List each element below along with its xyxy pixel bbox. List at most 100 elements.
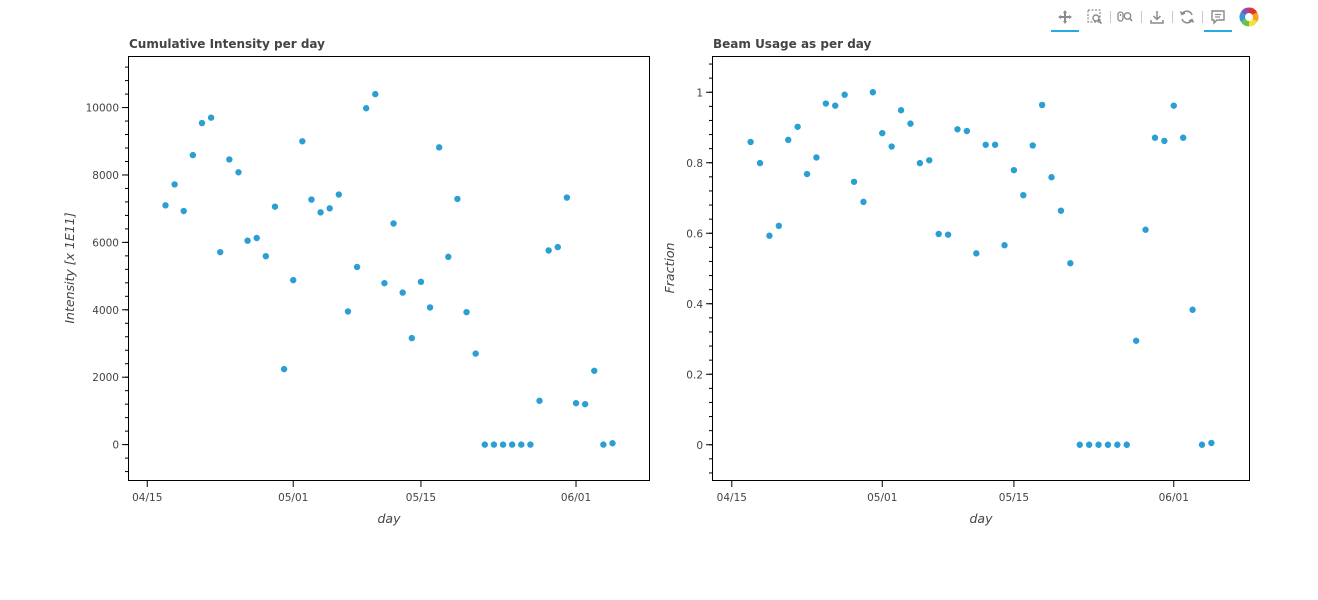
save-icon	[1150, 11, 1164, 24]
data-point	[1020, 191, 1027, 199]
box-zoom-tool[interactable]	[1082, 4, 1108, 30]
data-point	[308, 196, 315, 203]
data-point	[545, 247, 552, 254]
data-point	[803, 170, 811, 178]
data-point	[1114, 441, 1121, 448]
save-tool[interactable]	[1144, 4, 1170, 30]
data-point	[472, 350, 479, 357]
data-point	[1001, 242, 1008, 249]
data-point	[499, 441, 507, 448]
y-tick-label: 2000	[92, 372, 119, 384]
data-point	[408, 334, 416, 342]
data-point	[860, 198, 867, 206]
data-point	[1123, 441, 1130, 448]
data-point	[888, 143, 895, 150]
data-point	[299, 138, 306, 145]
data-point	[508, 441, 516, 448]
data-point	[963, 127, 971, 135]
data-point	[572, 399, 580, 407]
data-point	[180, 207, 187, 215]
y-tick-label: 10000	[86, 103, 119, 115]
data-point	[198, 119, 206, 127]
x-axis-label: day	[378, 511, 402, 526]
data-point	[756, 159, 764, 167]
data-point	[1095, 441, 1102, 448]
data-point	[226, 156, 233, 163]
hover-tool[interactable]	[1204, 4, 1232, 32]
box-zoom-icon	[1087, 9, 1103, 25]
bokeh-logo[interactable]	[1236, 4, 1262, 30]
toolbar-separator	[1110, 11, 1111, 23]
data-point	[850, 178, 858, 185]
data-point	[897, 107, 905, 114]
data-point	[481, 441, 488, 448]
y-tick-label: 4000	[92, 305, 119, 317]
bokeh-logo-icon	[1239, 7, 1259, 27]
chart-title: Cumulative Intensity per day	[129, 37, 325, 51]
data-point	[1161, 137, 1168, 145]
hover-icon	[1211, 10, 1225, 25]
x-tick-label: 05/15	[999, 492, 1029, 504]
x-axis-label: day	[970, 511, 994, 526]
data-point	[244, 237, 251, 244]
data-point	[935, 230, 942, 238]
data-point	[426, 304, 434, 311]
pan-icon	[1058, 10, 1072, 24]
data-point	[344, 308, 352, 315]
data-point	[162, 202, 169, 209]
x-tick-label: 04/15	[717, 492, 747, 504]
data-point	[390, 220, 397, 227]
data-point	[1151, 134, 1159, 141]
data-point	[1057, 207, 1065, 214]
data-point	[207, 114, 215, 121]
data-point	[907, 120, 914, 127]
data-point	[609, 440, 616, 447]
pan-tool[interactable]	[1051, 4, 1079, 32]
data-point	[916, 159, 924, 167]
data-point	[1189, 306, 1196, 313]
y-tick-label: 0.2	[686, 369, 703, 381]
y-tick-label: 8000	[92, 170, 119, 182]
reset-tool[interactable]	[1174, 4, 1200, 30]
data-point	[554, 243, 561, 251]
chart-beam-usage[interactable]: Beam Usage as per day day Fraction 00.20…	[662, 37, 1250, 526]
y-tick-label: 0.8	[686, 158, 703, 170]
data-point	[189, 151, 197, 159]
data-point	[813, 154, 820, 161]
data-point	[290, 276, 297, 284]
axis-ticks: 0 2000 4000 6000 8000 10000 04/15 05/01 05/15 06/…	[86, 66, 591, 504]
data-point	[869, 89, 877, 96]
data-point	[171, 181, 178, 188]
data-point	[326, 205, 333, 212]
data-point	[335, 191, 343, 198]
data-point	[822, 100, 830, 107]
data-point	[1010, 166, 1018, 174]
data-point	[1142, 226, 1149, 233]
data-point	[991, 141, 999, 148]
data-point	[381, 279, 388, 287]
data-points	[747, 89, 1215, 448]
plot-frame	[712, 56, 1250, 481]
data-point	[271, 203, 279, 210]
reset-icon	[1179, 10, 1195, 24]
data-point	[944, 231, 952, 238]
data-point	[536, 397, 543, 404]
x-tick-label: 04/15	[132, 492, 162, 504]
data-point	[591, 367, 598, 374]
y-tick-label: 0	[112, 440, 119, 452]
data-point	[973, 250, 980, 257]
x-tick-label: 06/01	[1159, 492, 1189, 504]
chart-cumulative-intensity[interactable]: Cumulative Intensity per day day Intensi…	[62, 37, 650, 526]
plot-frame	[128, 56, 650, 481]
data-point	[280, 365, 288, 373]
toolbar-separator	[1141, 11, 1142, 23]
data-point	[563, 194, 571, 201]
data-point	[362, 105, 370, 112]
toolbar-separator	[1202, 11, 1203, 23]
data-point	[1048, 174, 1055, 181]
data-point	[600, 441, 607, 448]
wheel-zoom-tool[interactable]	[1112, 4, 1138, 30]
data-point	[982, 141, 989, 148]
x-tick-label: 05/01	[867, 492, 897, 504]
data-point	[1104, 441, 1112, 448]
